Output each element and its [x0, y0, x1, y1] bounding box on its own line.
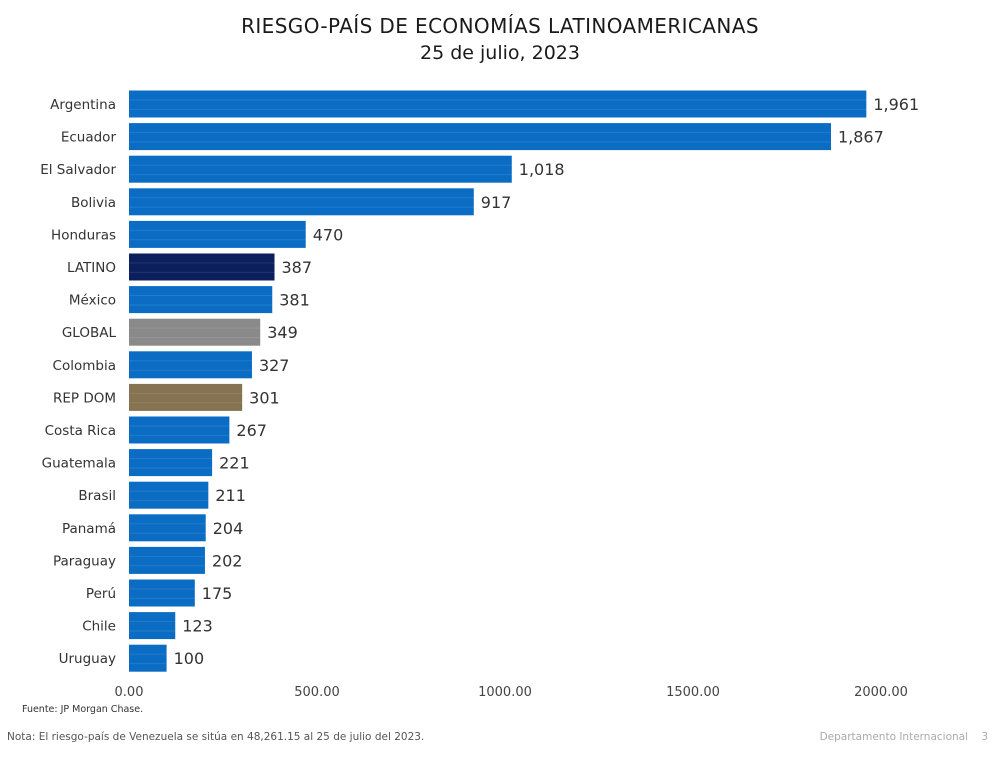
bar-panama: [129, 514, 206, 542]
chart-title: RIESGO-PAÍS DE ECONOMÍAS LATINOAMERICANA…: [241, 14, 759, 38]
category-label-uruguay: Uruguay: [59, 651, 116, 667]
bar-guatemala: [129, 449, 213, 477]
bar-ecuador: [129, 123, 831, 151]
value-label-argentina: 1,961: [873, 95, 919, 114]
x-tick-label-1000: 1000.00: [478, 685, 532, 700]
value-label-ecuador: 1,867: [838, 128, 884, 147]
category-label-honduras: Honduras: [51, 227, 116, 243]
value-label-panama: 204: [213, 519, 244, 538]
page-number: 3: [981, 731, 988, 743]
category-label-el-salvador: El Salvador: [40, 162, 116, 178]
category-label-brasil: Brasil: [78, 488, 116, 504]
value-label-bolivia: 917: [481, 193, 512, 212]
category-label-paraguay: Paraguay: [53, 553, 116, 569]
value-label-el-salvador: 1,018: [519, 160, 565, 179]
category-label-global: GLOBAL: [62, 325, 117, 341]
value-label-peru: 175: [202, 584, 233, 603]
value-label-rep-dom: 301: [249, 388, 280, 407]
x-tick-label-2000: 2000.00: [854, 685, 908, 700]
footer-department: Departamento Internacional: [819, 731, 968, 743]
x-tick-label-500: 500.00: [294, 685, 340, 700]
chart-subtitle: 25 de julio, 2023: [420, 42, 580, 64]
bar-global: [129, 318, 261, 346]
bar-bolivia: [129, 188, 474, 216]
bar-rep-dom: [129, 383, 243, 411]
value-label-uruguay: 100: [174, 649, 205, 668]
value-label-guatemala: 221: [219, 454, 250, 473]
category-label-latino: LATINO: [67, 260, 116, 276]
category-label-colombia: Colombia: [53, 358, 116, 374]
bar-costa-rica: [129, 416, 230, 444]
bar-brasil: [129, 481, 209, 509]
category-label-panama: Panamá: [62, 521, 116, 537]
bar-mexico: [129, 286, 273, 314]
bar-argentina: [129, 90, 867, 118]
value-label-paraguay: 202: [212, 551, 243, 570]
value-label-honduras: 470: [313, 225, 344, 244]
category-label-peru: Perú: [86, 586, 116, 602]
bar-chile: [129, 612, 176, 640]
category-label-rep-dom: REP DOM: [53, 390, 116, 406]
category-label-guatemala: Guatemala: [42, 456, 116, 472]
category-label-argentina: Argentina: [50, 97, 116, 113]
bar-latino: [129, 253, 275, 281]
value-label-global: 349: [267, 323, 298, 342]
bar-el-salvador: [129, 155, 512, 183]
x-tick-label-0: 0.00: [115, 685, 144, 700]
value-label-colombia: 327: [259, 356, 290, 375]
value-label-costa-rica: 267: [236, 421, 267, 440]
category-label-ecuador: Ecuador: [61, 130, 117, 146]
bar-peru: [129, 579, 195, 607]
value-label-mexico: 381: [279, 291, 310, 310]
value-label-brasil: 211: [215, 486, 246, 505]
bar-colombia: [129, 351, 252, 379]
bar-honduras: [129, 220, 306, 248]
bar-uruguay: [129, 644, 167, 672]
category-label-bolivia: Bolivia: [71, 195, 116, 211]
category-label-chile: Chile: [82, 619, 116, 635]
footnote: Nota: El riesgo-país de Venezuela se sit…: [7, 731, 425, 743]
bar-chart: Argentina 1,961 Ecuador 1,867 El Salvador 1,0…: [40, 90, 919, 700]
value-label-latino: 387: [282, 258, 313, 277]
source-note: Fuente: JP Morgan Chase.: [22, 704, 144, 715]
bar-paraguay: [129, 546, 205, 574]
category-label-mexico: México: [69, 293, 116, 309]
x-tick-label-1500: 1500.00: [666, 685, 720, 700]
category-label-costa-rica: Costa Rica: [45, 423, 116, 439]
value-label-chile: 123: [182, 617, 213, 636]
